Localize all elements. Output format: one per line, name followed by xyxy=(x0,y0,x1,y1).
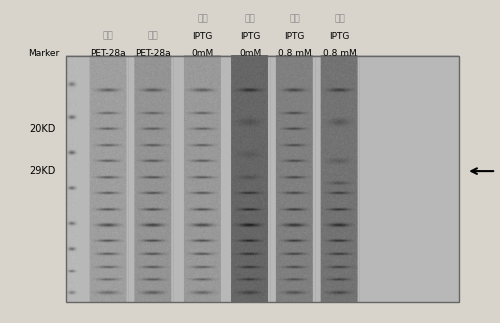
Text: IPTG: IPTG xyxy=(284,32,305,41)
Text: 0mM: 0mM xyxy=(239,49,261,58)
Text: 0.8 mM: 0.8 mM xyxy=(278,49,312,58)
Text: 沉淠: 沉淠 xyxy=(244,14,256,23)
Text: Marker: Marker xyxy=(28,49,60,58)
Text: 上清: 上清 xyxy=(290,14,300,23)
Text: 上清: 上清 xyxy=(198,14,208,23)
Text: IPTG: IPTG xyxy=(192,32,213,41)
Text: 沉淠: 沉淠 xyxy=(334,14,345,23)
Text: PET-28a: PET-28a xyxy=(90,49,126,58)
Text: 0.8 mM: 0.8 mM xyxy=(322,49,356,58)
Text: PET-28a: PET-28a xyxy=(135,49,171,58)
Text: IPTG: IPTG xyxy=(330,32,349,41)
Text: 29KD: 29KD xyxy=(30,166,56,176)
Text: 20KD: 20KD xyxy=(30,124,56,134)
Text: IPTG: IPTG xyxy=(240,32,260,41)
Text: 沉淠: 沉淠 xyxy=(148,32,158,41)
Bar xyxy=(66,56,459,302)
Text: 上清: 上清 xyxy=(103,32,114,41)
Text: 0mM: 0mM xyxy=(192,49,214,58)
